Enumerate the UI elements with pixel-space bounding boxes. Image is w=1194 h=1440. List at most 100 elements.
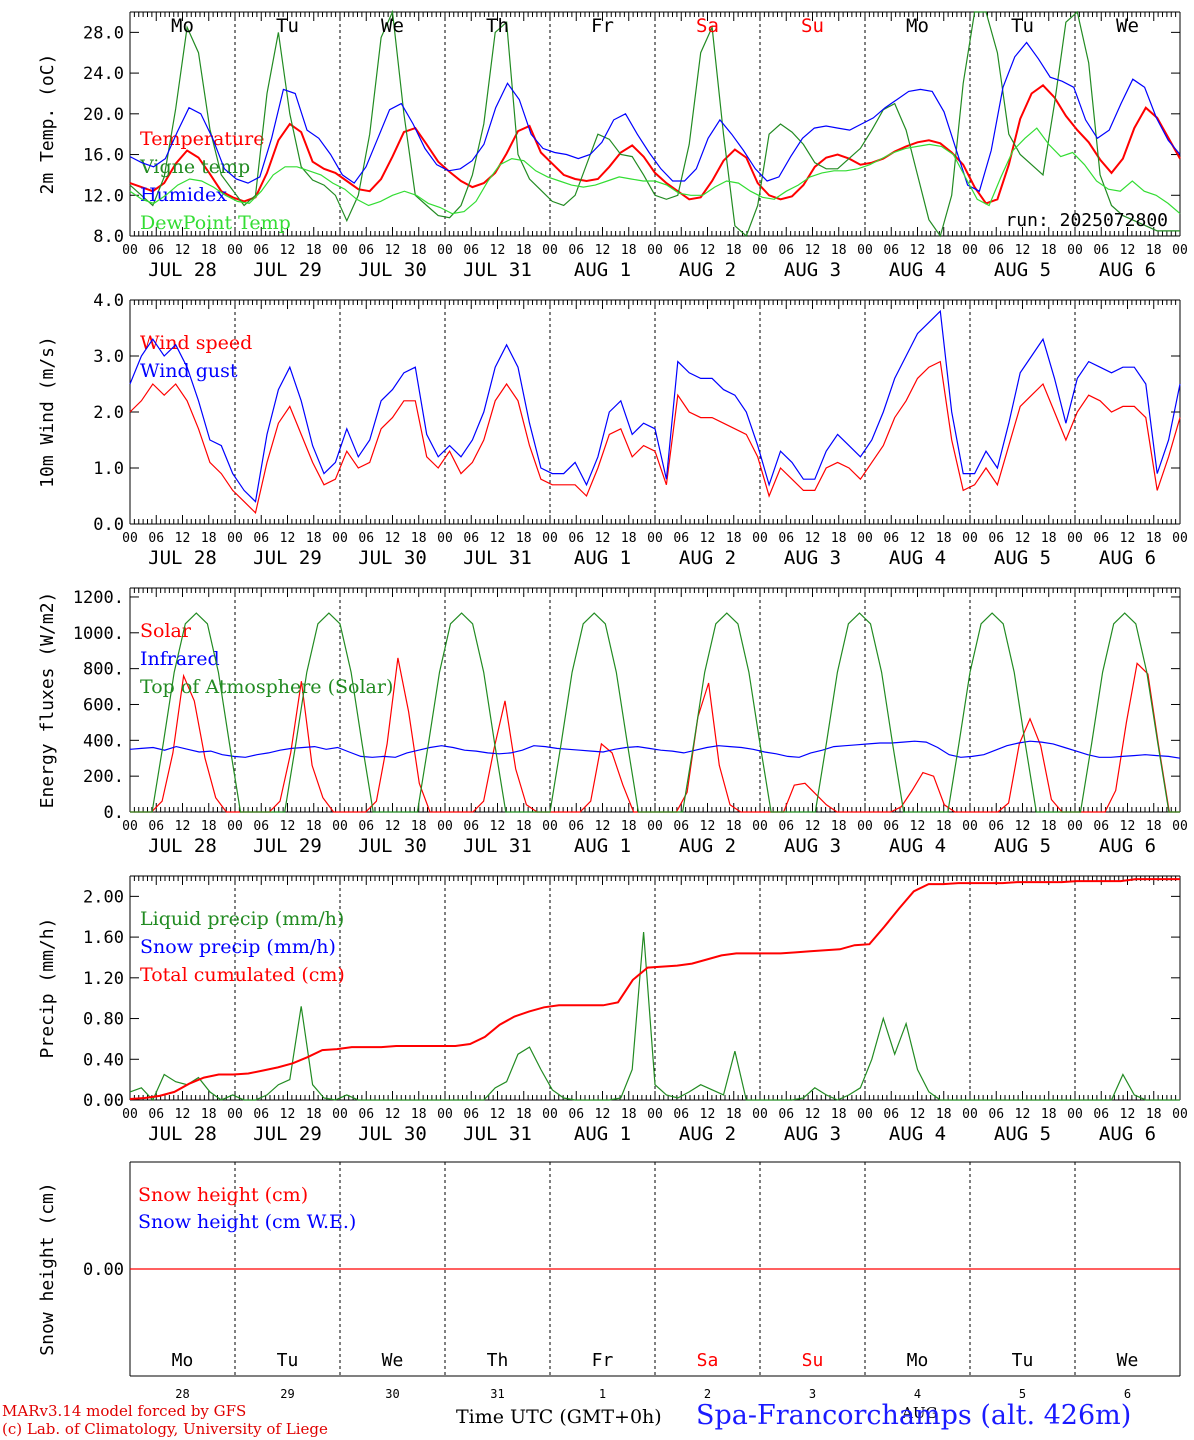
legend-label: Total cumulated (cm) (140, 964, 345, 986)
hour-tick-label: 12 (805, 819, 821, 834)
hour-tick-label: 00 (1172, 243, 1188, 258)
hour-tick-label: 12 (490, 819, 506, 834)
hour-tick-label: 12 (490, 243, 506, 258)
hour-tick-label: 18 (306, 1107, 322, 1122)
legend-label: Snow height (cm) (138, 1184, 308, 1206)
hour-tick-label: 00 (122, 1107, 138, 1122)
day-name-label: Fr (591, 15, 614, 37)
date-label: JUL 28 (148, 1123, 217, 1145)
y-tick-label: 0.0 (93, 515, 124, 535)
date-label: JUL 28 (148, 547, 217, 569)
hour-tick-label: 00 (857, 819, 873, 834)
legend-label: Humidex (140, 184, 227, 206)
hour-tick-label: 18 (201, 531, 217, 546)
hour-tick-label: 12 (1120, 819, 1136, 834)
month-label: AUG (902, 1404, 938, 1422)
day-number-label: 31 (490, 1387, 504, 1401)
panel-1: 00 06 12 18 00 06 12 18 00 06 12 18 00 06 12 18 00 06 12 18… (37, 9, 1188, 281)
hour-tick-label: 06 (988, 243, 1004, 258)
hour-tick-label: 00 (227, 531, 243, 546)
hour-tick-label: 06 (358, 1107, 374, 1122)
hour-tick-label: 12 (700, 243, 716, 258)
legend-label: Snow height (cm W.E.) (138, 1211, 356, 1233)
day-name-label: Mo (172, 1350, 194, 1371)
hour-tick-label: 12 (595, 1107, 611, 1122)
hour-tick-label: 06 (988, 819, 1004, 834)
hour-tick-label: 06 (673, 531, 689, 546)
day-number-label: 28 (175, 1387, 189, 1401)
hour-tick-label: 12 (805, 243, 821, 258)
hour-tick-label: 06 (568, 1107, 584, 1122)
hour-tick-label: 12 (1120, 531, 1136, 546)
date-label: AUG 3 (784, 547, 841, 569)
legend-label: Temperature (140, 128, 264, 150)
hour-tick-label: 06 (778, 531, 794, 546)
panel-5: Mo 28 Tu 29 We 30 Th 31 Fr 1 Sa 2 Su 3 Mo 4 Tu 5 We 6 0.00 Sn… (37, 1161, 1181, 1401)
hour-tick-label: 06 (1093, 819, 1109, 834)
hour-tick-label: 00 (332, 819, 348, 834)
hour-tick-label: 00 (1172, 819, 1188, 834)
date-label: AUG 5 (994, 547, 1051, 569)
day-number-label: 30 (385, 1387, 399, 1401)
date-label: AUG 5 (994, 259, 1051, 281)
hour-tick-label: 06 (778, 819, 794, 834)
y-tick-label: 1.0 (93, 459, 124, 479)
hour-tick-label: 06 (358, 531, 374, 546)
hour-tick-label: 12 (700, 1107, 716, 1122)
date-label: AUG 6 (1099, 1123, 1156, 1145)
y-tick-label: 1.20 (83, 969, 124, 989)
hour-tick-label: 18 (1146, 819, 1162, 834)
hour-tick-label: 12 (490, 1107, 506, 1122)
hour-tick-label: 18 (516, 243, 532, 258)
legend-label: Solar (140, 620, 192, 642)
hour-tick-label: 18 (306, 819, 322, 834)
hour-tick-label: 18 (726, 531, 742, 546)
legend-label: DewPoint Temp (140, 212, 291, 234)
date-label: AUG 4 (889, 547, 946, 569)
hour-tick-label: 06 (148, 243, 164, 258)
y-tick-label: 28.0 (83, 23, 124, 43)
hour-tick-label: 06 (1093, 1107, 1109, 1122)
hour-tick-label: 00 (227, 819, 243, 834)
hour-tick-label: 18 (516, 819, 532, 834)
series-line (129, 127, 1181, 215)
hour-tick-label: 18 (936, 531, 952, 546)
hour-tick-label: 00 (332, 243, 348, 258)
hour-tick-label: 06 (148, 531, 164, 546)
hour-tick-label: 06 (568, 819, 584, 834)
date-label: JUL 29 (253, 835, 322, 857)
y-tick-label: 600. (83, 695, 124, 715)
hour-tick-label: 00 (122, 243, 138, 258)
y-tick-label: 400. (83, 731, 124, 751)
hour-tick-label: 00 (1067, 531, 1083, 546)
day-number-label: 3 (809, 1387, 816, 1401)
y-axis-label: 10m Wind (m/s) (37, 336, 58, 488)
day-name-label: We (1117, 1350, 1139, 1371)
hour-tick-label: 12 (1015, 1107, 1031, 1122)
day-number-label: 4 (914, 1387, 921, 1401)
hour-tick-label: 18 (831, 531, 847, 546)
hour-tick-label: 00 (437, 243, 453, 258)
hour-tick-label: 00 (962, 243, 978, 258)
date-label: JUL 31 (463, 547, 532, 569)
hour-tick-label: 12 (805, 531, 821, 546)
hour-tick-label: 18 (1146, 1107, 1162, 1122)
hour-tick-label: 18 (621, 819, 637, 834)
hour-tick-label: 12 (595, 243, 611, 258)
hour-tick-label: 18 (831, 1107, 847, 1122)
time-axis-title: Time UTC (GMT+0h) (456, 1406, 662, 1428)
hour-tick-label: 18 (726, 1107, 742, 1122)
day-name-label: Sa (697, 1350, 719, 1371)
day-name-label: Sa (696, 15, 719, 37)
day-number-label: 2 (704, 1387, 711, 1401)
day-name-label: Mo (907, 1350, 929, 1371)
y-tick-label: 800. (83, 660, 124, 680)
day-name-label: Su (801, 15, 824, 37)
hour-tick-label: 00 (1172, 531, 1188, 546)
date-label: AUG 6 (1099, 259, 1156, 281)
y-tick-label: 2.0 (93, 403, 124, 423)
panel-3: 00 06 12 18 00 06 12 18 00 06 12 18 00 06 12 18 00 06 12 18… (37, 587, 1188, 857)
hour-tick-label: 06 (358, 243, 374, 258)
y-tick-label: 0.40 (83, 1050, 124, 1070)
